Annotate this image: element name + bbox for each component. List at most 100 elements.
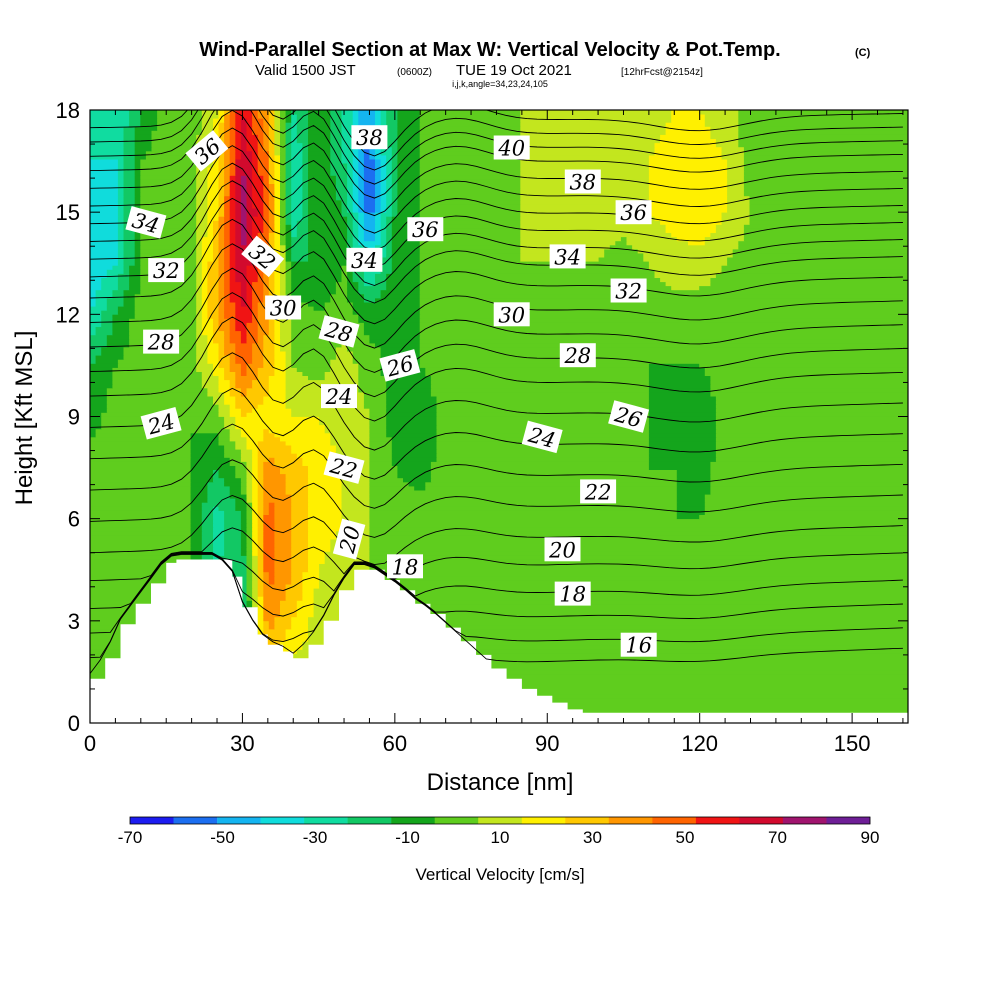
velocity-cell xyxy=(218,252,225,258)
velocity-cell xyxy=(268,134,275,139)
velocity-cell xyxy=(274,224,281,229)
velocity-cell xyxy=(280,110,287,115)
velocity-cell xyxy=(240,211,248,217)
velocity-cell xyxy=(704,371,908,376)
velocity-cell xyxy=(391,175,398,180)
velocity-cell xyxy=(648,371,706,376)
velocity-cell xyxy=(324,555,370,560)
velocity-cell xyxy=(285,264,292,270)
velocity-cell xyxy=(280,640,303,646)
velocity-cell xyxy=(257,444,292,450)
velocity-cell xyxy=(106,342,130,348)
colorbar-swatch xyxy=(565,817,610,824)
velocity-cell xyxy=(246,142,259,148)
velocity-cell xyxy=(280,158,287,164)
velocity-cell xyxy=(112,318,130,323)
velocity-cell xyxy=(240,138,248,144)
velocity-cell xyxy=(201,330,214,336)
velocity-cell xyxy=(375,191,382,197)
velocity-cell xyxy=(240,534,248,540)
velocity-cell xyxy=(391,269,421,274)
velocity-cell xyxy=(129,285,141,291)
velocity-cell xyxy=(358,166,365,172)
velocity-cell xyxy=(419,301,908,307)
velocity-cell xyxy=(90,583,192,589)
velocity-cell xyxy=(235,309,253,315)
velocity-cell xyxy=(263,436,281,442)
velocity-cell xyxy=(246,440,259,446)
velocity-cell xyxy=(419,215,521,221)
velocity-cell xyxy=(90,110,130,115)
velocity-cell xyxy=(738,125,908,131)
velocity-cell xyxy=(218,256,225,262)
velocity-cell xyxy=(727,175,745,180)
velocity-cell xyxy=(268,510,275,515)
velocity-cell xyxy=(224,134,231,139)
velocity-cell xyxy=(257,551,264,556)
velocity-cell xyxy=(380,236,387,242)
velocity-cell xyxy=(341,273,348,278)
velocity-cell xyxy=(257,510,264,515)
velocity-cell xyxy=(743,236,908,242)
velocity-cell xyxy=(140,113,158,119)
velocity-cell xyxy=(352,117,359,123)
velocity-cell xyxy=(257,273,264,278)
velocity-cell xyxy=(240,363,248,368)
velocity-cell xyxy=(347,219,354,225)
velocity-cell xyxy=(738,142,908,148)
velocity-cell xyxy=(274,166,281,172)
velocity-cell xyxy=(90,166,119,172)
theta-contour-line xyxy=(90,180,903,286)
velocity-cell xyxy=(285,285,292,291)
velocity-cell xyxy=(252,465,259,470)
velocity-cell xyxy=(196,269,203,274)
velocity-cell xyxy=(246,367,259,372)
velocity-cell xyxy=(123,195,136,201)
velocity-cell xyxy=(196,277,203,283)
velocity-cell xyxy=(296,125,309,131)
contour-label: 18 xyxy=(387,554,423,579)
velocity-cell xyxy=(710,387,908,393)
velocity-cell xyxy=(391,452,438,458)
velocity-cell xyxy=(240,518,248,524)
velocity-cell xyxy=(676,236,706,242)
velocity-cell xyxy=(391,436,438,442)
velocity-cell xyxy=(274,138,281,144)
velocity-cell xyxy=(117,260,125,266)
velocity-cell xyxy=(363,166,376,172)
velocity-cell xyxy=(263,395,287,401)
theta-contour-line xyxy=(90,459,903,538)
velocity-cell xyxy=(257,318,270,323)
velocity-cell xyxy=(291,142,303,148)
velocity-cell xyxy=(106,301,125,307)
velocity-cell xyxy=(699,110,739,115)
velocity-cell xyxy=(252,583,259,589)
velocity-cell xyxy=(291,538,309,544)
contour-label: 16 xyxy=(620,632,657,658)
velocity-cell xyxy=(123,170,136,176)
velocity-cell xyxy=(268,575,275,581)
velocity-cell xyxy=(90,420,102,426)
velocity-cell xyxy=(291,530,309,536)
velocity-cell xyxy=(201,501,236,507)
velocity-cell xyxy=(190,555,203,560)
velocity-cell xyxy=(274,538,292,544)
velocity-cell xyxy=(391,219,421,225)
velocity-cell xyxy=(660,134,711,139)
velocity-cell xyxy=(319,579,370,585)
velocity-cell xyxy=(280,330,292,336)
velocity-cell xyxy=(263,567,276,573)
velocity-cell xyxy=(90,428,97,434)
velocity-cell xyxy=(201,538,214,544)
velocity-cell xyxy=(123,175,136,180)
velocity-cell xyxy=(229,461,248,466)
velocity-cell xyxy=(391,211,398,217)
velocity-cell xyxy=(252,228,264,233)
velocity-cell xyxy=(291,203,303,209)
velocity-cell xyxy=(140,158,197,164)
velocity-cell xyxy=(134,203,141,209)
velocity-cell xyxy=(274,457,303,462)
velocity-cell xyxy=(252,293,264,299)
contour-label-text: 34 xyxy=(351,249,378,273)
